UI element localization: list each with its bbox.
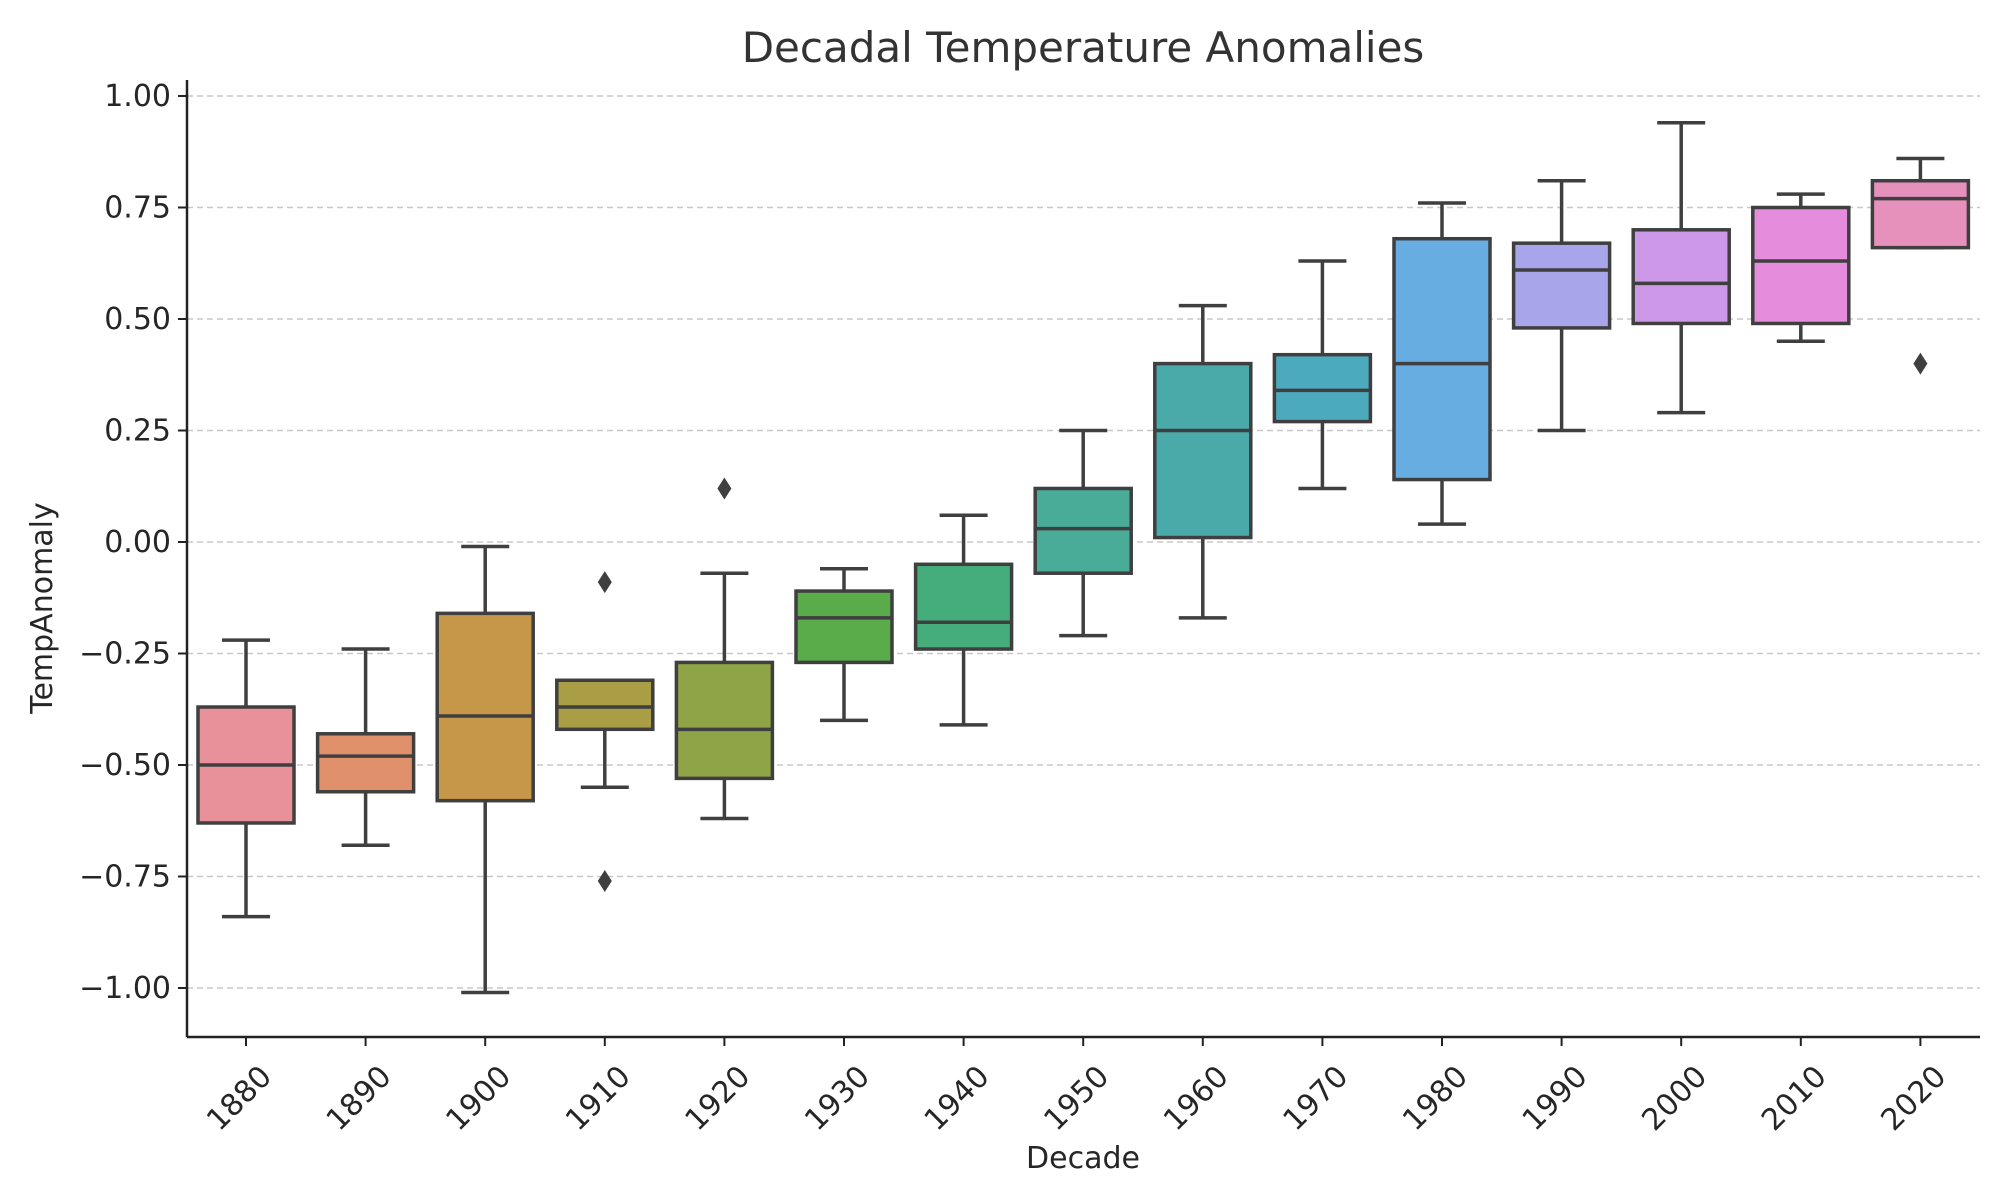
- y-tick-label: −0.25: [79, 637, 171, 672]
- y-tick-label: 1.00: [104, 79, 171, 114]
- iqr-box: [1153, 361, 1253, 540]
- iqr-box: [555, 678, 655, 732]
- box-1920: [674, 477, 775, 821]
- box-2000: [1631, 121, 1731, 415]
- outlier-point: [1913, 352, 1928, 375]
- iqr-box: [315, 732, 416, 794]
- iqr-box: [1033, 486, 1133, 575]
- x-tick-label: 1970: [1277, 1059, 1356, 1138]
- box-1880: [196, 638, 296, 919]
- outlier-point: [597, 571, 612, 594]
- x-tick-label: 2010: [1755, 1059, 1834, 1138]
- x-tick-label: 1990: [1516, 1059, 1595, 1138]
- box-1980: [1392, 201, 1492, 526]
- y-tick-label: 0.00: [104, 525, 171, 560]
- box-1940: [913, 513, 1014, 727]
- y-axis-label: TempAnomaly: [25, 502, 60, 715]
- y-tick-label: 0.75: [104, 191, 171, 226]
- box-1970: [1272, 259, 1373, 491]
- y-tick-label: −0.75: [79, 860, 171, 895]
- x-tick-label: 1890: [320, 1059, 399, 1138]
- y-tick-label: −0.50: [79, 748, 171, 783]
- box-2010: [1751, 192, 1851, 344]
- x-tick-label: 2020: [1875, 1059, 1954, 1138]
- chart-title: Decadal Temperature Anomalies: [742, 23, 1425, 72]
- boxes-layer: [196, 121, 1971, 995]
- x-tick-label: 2000: [1635, 1059, 1714, 1138]
- y-tick-label: −1.00: [79, 971, 171, 1006]
- box-1950: [1033, 428, 1133, 638]
- iqr-box: [674, 660, 775, 781]
- box-2020: [1870, 156, 1971, 375]
- x-tick-label: 1930: [798, 1059, 877, 1138]
- x-tick-label: 1900: [439, 1059, 518, 1138]
- iqr-box: [1272, 352, 1373, 424]
- iqr-box: [913, 562, 1014, 651]
- iqr-box: [1870, 178, 1971, 250]
- box-1930: [794, 567, 894, 723]
- iqr-box: [1751, 205, 1851, 326]
- x-tick-label: 1980: [1396, 1059, 1475, 1138]
- y-tick-label: 0.25: [104, 414, 171, 449]
- iqr-box: [1511, 241, 1612, 330]
- x-tick-label: 1920: [679, 1059, 758, 1138]
- box-1960: [1153, 303, 1253, 620]
- outlier-point: [597, 869, 612, 892]
- box-1990: [1511, 178, 1612, 433]
- x-tick-label: 1940: [918, 1059, 997, 1138]
- x-tick-label: 1910: [559, 1059, 638, 1138]
- iqr-box: [435, 611, 535, 803]
- iqr-box: [794, 589, 894, 665]
- y-tick-label: 0.50: [104, 302, 171, 337]
- box-1890: [315, 647, 416, 848]
- box-1910: [555, 571, 655, 892]
- x-tick-label: 1950: [1037, 1059, 1116, 1138]
- x-axis-label: Decade: [1026, 1141, 1140, 1176]
- box-1900: [435, 544, 535, 995]
- iqr-box: [1631, 228, 1731, 326]
- iqr-box: [1392, 236, 1492, 482]
- x-tick-label: 1880: [200, 1059, 279, 1138]
- x-tick-label: 1960: [1157, 1059, 1236, 1138]
- outlier-point: [717, 477, 732, 500]
